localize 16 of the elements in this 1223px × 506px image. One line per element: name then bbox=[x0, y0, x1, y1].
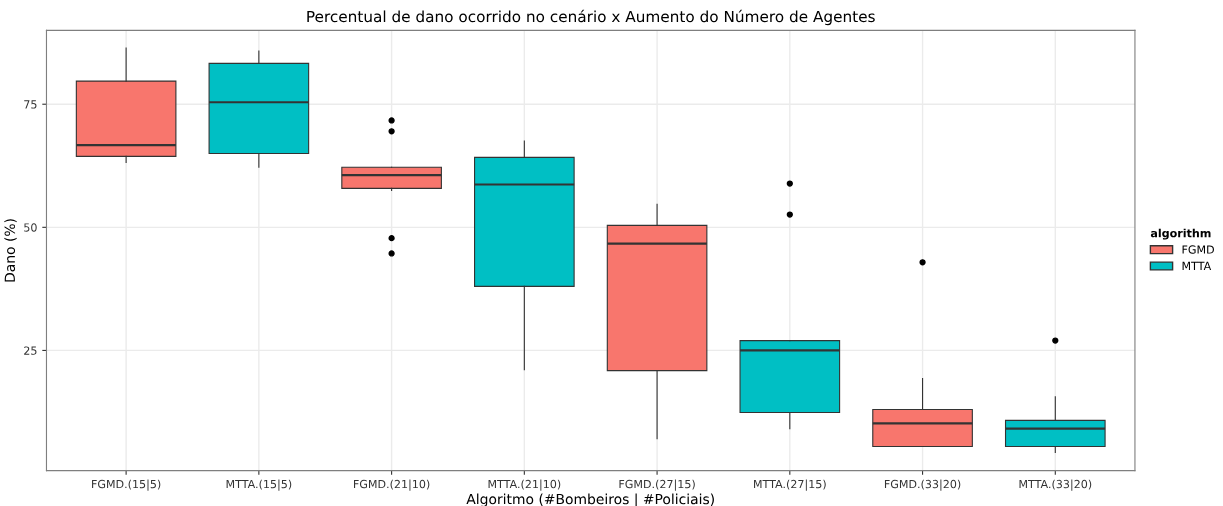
y-tick-label: 75 bbox=[24, 100, 37, 109]
legend-label: FGMD bbox=[1182, 245, 1214, 254]
x-tick-label: FGMD.(15|5) bbox=[92, 479, 161, 491]
x-tick-label: MTTA.(33|20) bbox=[1019, 479, 1092, 491]
x-tick-label: MTTA.(15|5) bbox=[226, 479, 292, 491]
chart-title: Percentual de dano ocorrido no cenário x Aumento do Número de Agentes bbox=[307, 9, 875, 26]
y-tick-label: 50 bbox=[24, 223, 37, 232]
x-tick-label: FGMD.(33|20) bbox=[884, 479, 961, 491]
legend-title: algorithm bbox=[1150, 228, 1211, 240]
x-tick-label: FGMD.(27|15) bbox=[619, 479, 695, 491]
x-tick-label: MTTA.(27|15) bbox=[754, 479, 826, 491]
y-axis-title: Dano (%) bbox=[4, 219, 17, 282]
x-tick-label: MTTA.(21|10) bbox=[488, 479, 561, 491]
x-tick-label: FGMD.(21|10) bbox=[354, 479, 430, 491]
legend-label: MTTA bbox=[1182, 261, 1212, 270]
y-tick-label: 25 bbox=[24, 346, 37, 355]
